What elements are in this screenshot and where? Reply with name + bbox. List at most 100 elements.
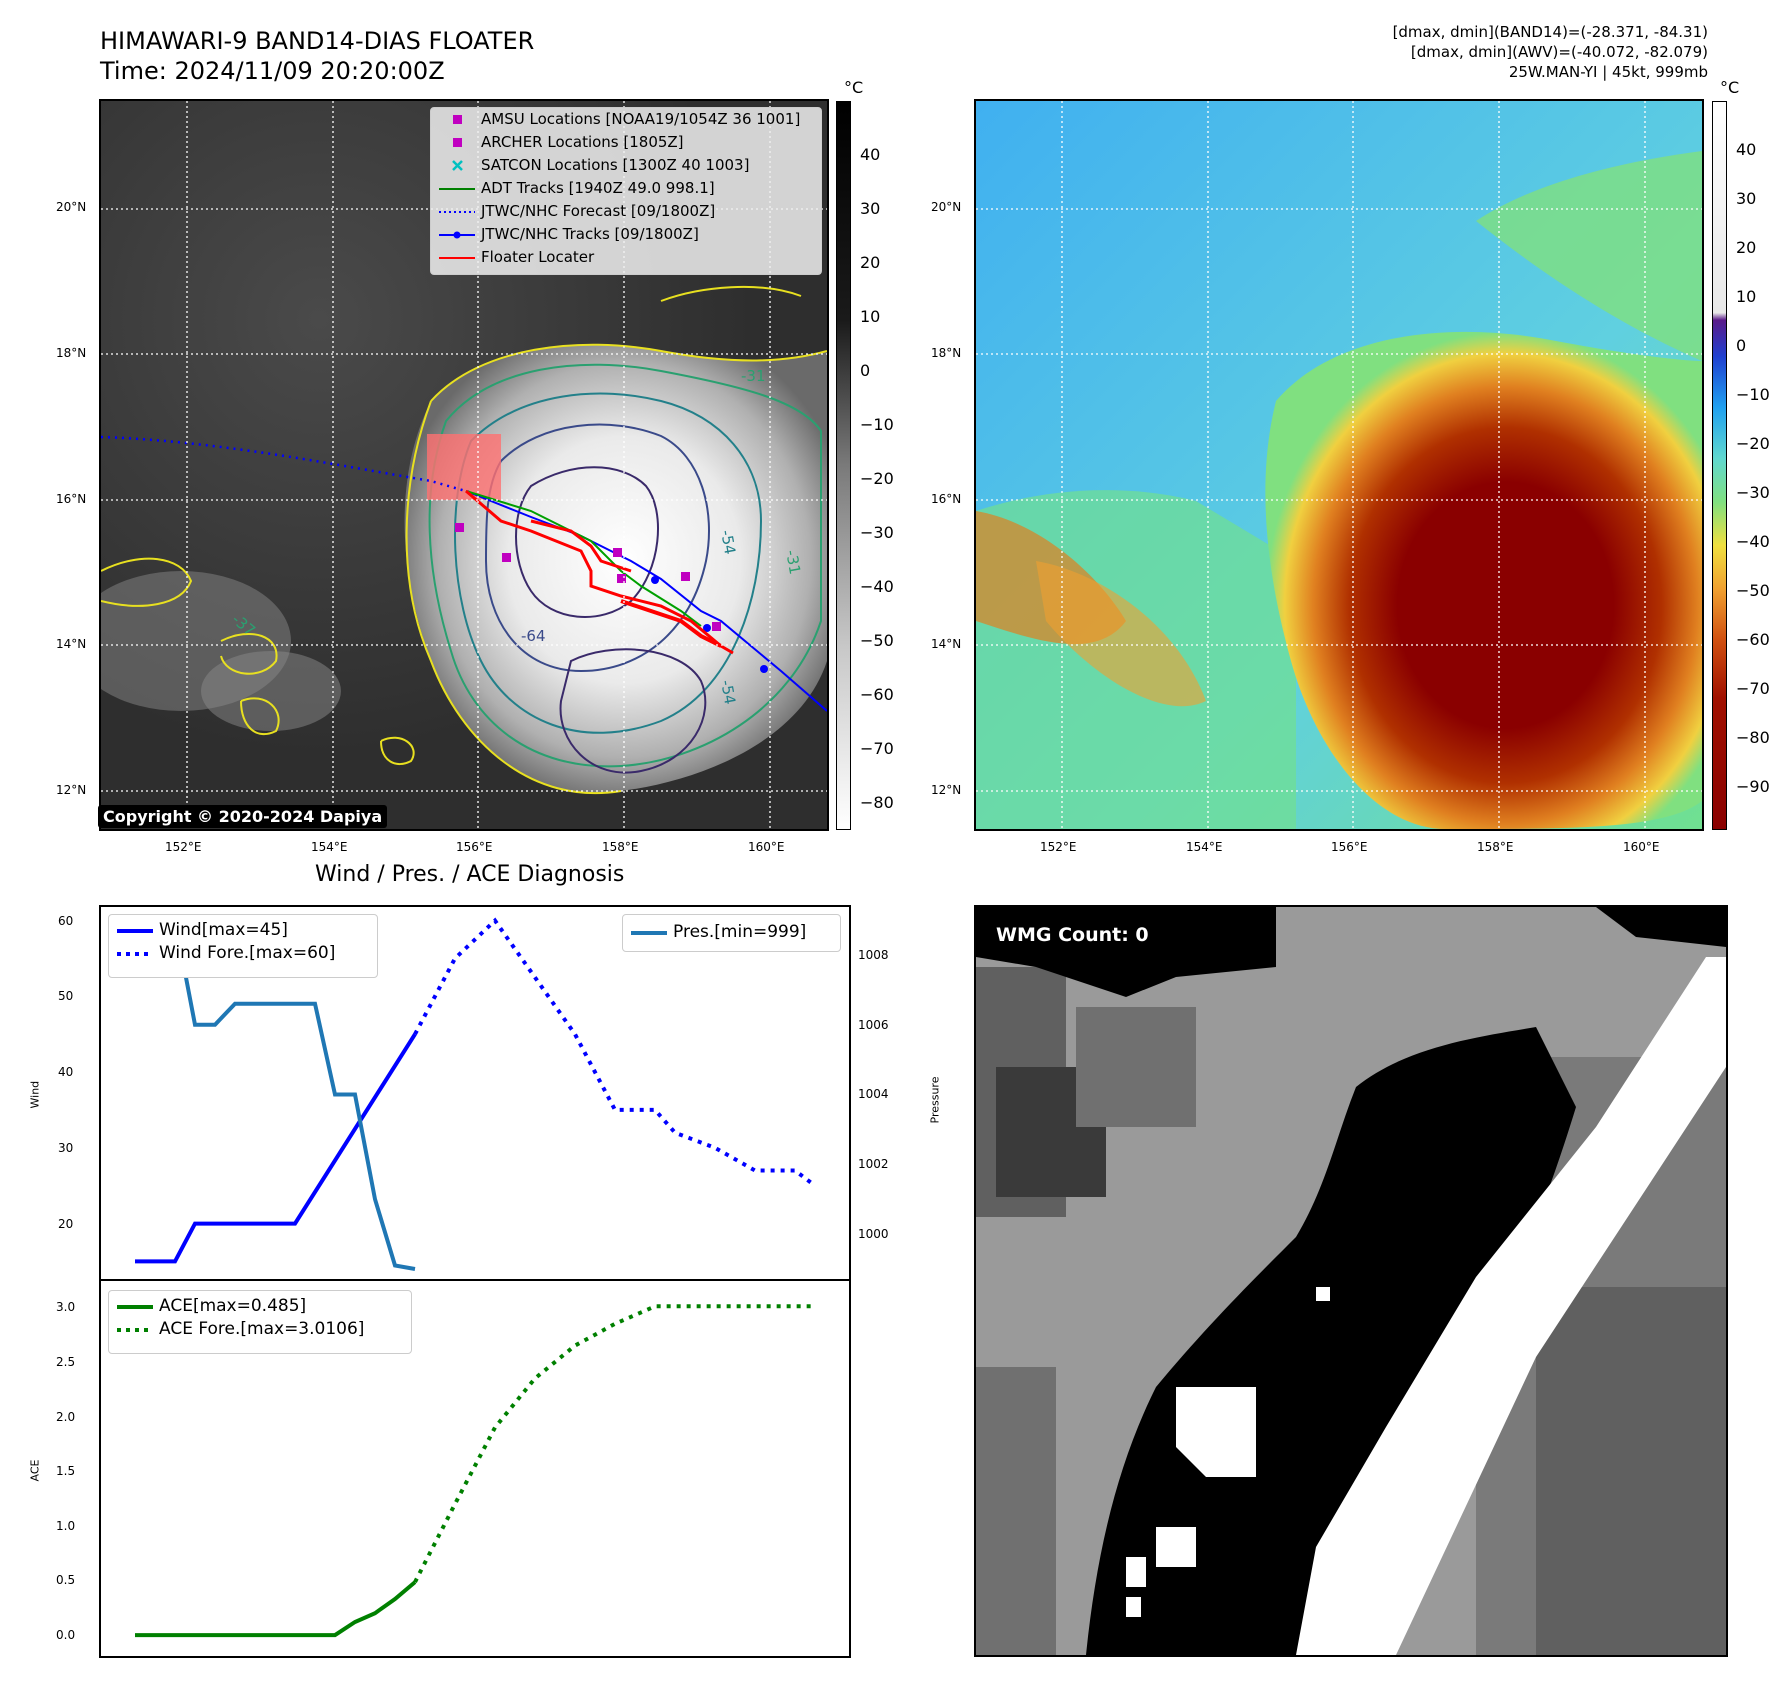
colorbar-unit-color: °C: [1720, 78, 1740, 97]
ace-tick: 2.5: [56, 1355, 76, 1369]
colorbar-gray-tick: −30: [860, 523, 894, 542]
colorbar-color-tick: −30: [1736, 483, 1770, 502]
wind-tick: 40: [58, 1065, 74, 1080]
lat-tick: 20°N: [56, 200, 87, 214]
colorbar-color-tick: 20: [1736, 238, 1757, 257]
archer-location-marker: [712, 622, 721, 631]
wmg-panel[interactable]: [974, 905, 1728, 1657]
colorbar-gray-tick: −60: [860, 685, 894, 704]
contour-label: -54: [717, 679, 739, 706]
colorbar-gray-tick: −10: [860, 415, 894, 434]
archer-location-marker: [502, 553, 511, 562]
colorbar-gray-tick: 20: [860, 253, 881, 272]
pressure-tick: 1006: [858, 1017, 889, 1032]
contour-label: -64: [521, 627, 546, 645]
colorbar-color-tick: −80: [1736, 728, 1770, 747]
colorbar-gray-tick: −40: [860, 577, 894, 596]
colorbar-color-tick: −70: [1736, 679, 1770, 698]
lon-tick: 158°E: [1477, 840, 1514, 854]
wind-tick: 20: [58, 1216, 74, 1231]
ace-forecast-series-line: [413, 1304, 815, 1584]
legend-ace: ACE[max=0.485]: [117, 1296, 307, 1316]
info-line-3: 25W.MAN-YI | 45kt, 999mb: [1508, 63, 1708, 81]
ace-legend: ACE[max=0.485] ACE Fore.[max=3.0106]: [108, 1290, 412, 1354]
wind-series-line: [135, 1033, 417, 1264]
colorbar-color-tick: −10: [1736, 385, 1770, 404]
lat-tick: 14°N: [56, 637, 87, 651]
legend-wind: Wind[max=45]: [117, 920, 288, 940]
contour-label: -31: [741, 367, 766, 385]
wind-tick: 60: [58, 913, 74, 928]
lat-tick: 20°N: [931, 200, 962, 214]
colorbar-gray-tick: 0: [860, 361, 871, 380]
map-legend: AMSU Locations [NOAA19/1054Z 36 1001] AR…: [430, 107, 822, 275]
colorbar-gray-tick: 30: [860, 199, 881, 218]
legend-wind-fore: Wind Fore.[max=60]: [117, 943, 336, 963]
lat-tick: 16°N: [56, 492, 87, 506]
ace-tick: 2.0: [56, 1409, 76, 1424]
lon-tick: 158°E: [602, 840, 639, 854]
ace-tick: 0.5: [56, 1573, 76, 1588]
title-line-2: Time: 2024/11/09 20:20:00Z: [100, 57, 445, 85]
colorbar-color-tick: −40: [1736, 532, 1770, 551]
awv-map-image: [976, 101, 1702, 829]
archer-location-marker: [617, 574, 626, 583]
legend-adt: ADT Tracks [1940Z 49.0 998.1]: [439, 179, 715, 197]
legend-floater: Floater Locater: [439, 248, 595, 266]
lon-tick: 156°E: [1331, 840, 1368, 854]
lon-tick: 152°E: [1040, 840, 1077, 854]
contour-label: -31: [782, 549, 804, 576]
wind-pressure-chart: [135, 917, 817, 1271]
colorbar-gray-tick: −20: [860, 469, 894, 488]
ace-tick: 0.0: [56, 1628, 76, 1643]
legend-jtwc-forecast: JTWC/NHC Forecast [09/1800Z]: [439, 202, 716, 220]
ace-chart: [135, 1304, 815, 1638]
info-line-1: [dmax, dmin](BAND14)=(-28.371, -84.31): [1392, 23, 1708, 41]
pressure-series-line: [135, 918, 416, 1271]
pressure-tick: 1000: [858, 1227, 889, 1242]
wind-tick: 50: [58, 989, 74, 1004]
colorbar-color-tick: 40: [1736, 140, 1757, 159]
wmg-image: [976, 907, 1726, 1655]
lat-tick: 14°N: [931, 637, 962, 651]
adt-track-line: [465, 490, 702, 627]
lat-tick: 12°N: [931, 783, 962, 797]
lat-tick: 16°N: [931, 492, 962, 506]
colorbar-color-tick: −50: [1736, 581, 1770, 600]
ace-series-line: [135, 1580, 417, 1638]
colorbar-color-tick: −20: [1736, 434, 1770, 453]
colorbar-color: [1712, 101, 1727, 830]
colorbar-color-tick: −60: [1736, 630, 1770, 649]
pressure-tick: 1008: [858, 947, 889, 962]
ace-ylabel: ACE: [28, 1459, 42, 1482]
colorbar-gray-tick: −50: [860, 631, 894, 650]
legend-archer: ARCHER Locations [1805Z]: [431, 131, 821, 154]
colorbar-gray-tick: −80: [860, 793, 894, 812]
jtwc-forecast-line: [101, 435, 470, 494]
ace-tick: 1.0: [56, 1518, 76, 1533]
awv-map-panel[interactable]: [974, 99, 1704, 831]
colorbar-gray-tick: 40: [860, 145, 881, 164]
lon-tick: 154°E: [1186, 840, 1223, 854]
colorbar-gray-tick: −70: [860, 739, 894, 758]
contour-label: -54: [717, 529, 739, 556]
wmg-count-label: WMG Count: 0: [988, 920, 1157, 950]
colorbar-color-tick: 10: [1736, 287, 1757, 306]
title-line-1: HIMAWARI-9 BAND14-DIAS FLOATER: [100, 27, 535, 55]
amsu-location-marker: [455, 523, 464, 532]
archer-location-marker: [613, 548, 622, 557]
legend-jtwc-tracks: JTWC/NHC Tracks [09/1800Z]: [431, 223, 821, 246]
legend-satcon: SATCON Locations [1300Z 40 1003]: [431, 154, 821, 177]
lat-tick: 12°N: [56, 783, 87, 797]
colorbar-gray-tick: 10: [860, 307, 881, 326]
floater-locater-line: [465, 489, 734, 655]
legend-ace-fore: ACE Fore.[max=3.0106]: [117, 1319, 365, 1339]
pressure-tick: 1002: [858, 1157, 889, 1172]
map-gridlines: [976, 101, 1702, 829]
info-line-2: [dmax, dmin](AWV)=(-40.072, -82.079): [1410, 43, 1708, 61]
jtwc-track-line: [470, 492, 827, 712]
colorbar-unit-gray: °C: [844, 78, 864, 97]
legend-amsu: AMSU Locations [NOAA19/1054Z 36 1001]: [431, 108, 821, 131]
lon-tick: 160°E: [748, 840, 785, 854]
lat-tick: 18°N: [56, 346, 87, 360]
